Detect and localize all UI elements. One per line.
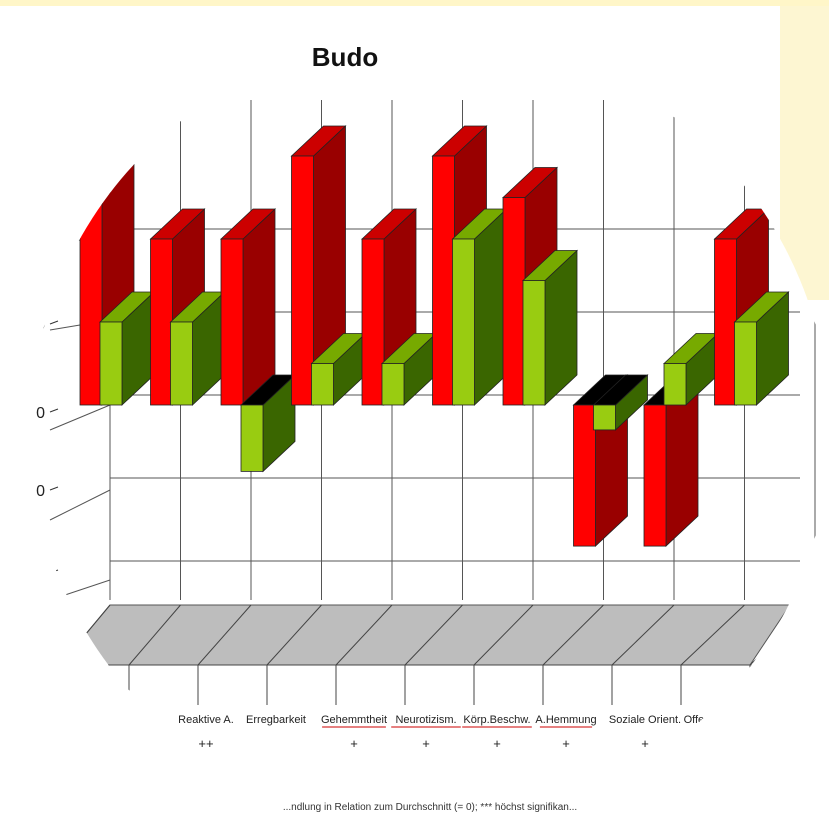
- floor-line: [266, 604, 322, 666]
- bar-green-front: [734, 321, 757, 406]
- bar-green: [733, 291, 790, 406]
- bar-green: [310, 332, 367, 406]
- bar-red-front: [361, 238, 385, 406]
- y-tick-mark: [49, 408, 59, 413]
- significance-mark: +: [350, 736, 358, 751]
- bar-green-side: [474, 208, 507, 406]
- significance-mark: +: [562, 736, 570, 751]
- bar-red-front: [150, 238, 173, 406]
- footnote: ...ndlung in Relation zum Durchschnitt (…: [283, 802, 577, 813]
- bar-green: [239, 374, 297, 473]
- significance-mark: ++: [198, 736, 213, 751]
- floor-line: [542, 604, 604, 666]
- floor-line: [473, 604, 534, 666]
- wall-edge: [49, 489, 111, 521]
- category-label: Erregbarkeit: [246, 714, 306, 726]
- floor-line: [128, 604, 181, 666]
- category-label: Neurotizism.: [395, 714, 456, 726]
- bar-green-front: [452, 238, 475, 406]
- bars: [78, 125, 790, 548]
- bar-green: [98, 291, 156, 406]
- category-label: Gehemmtheit: [321, 714, 387, 726]
- category-label: Soziale Orient.: [609, 714, 681, 726]
- bar-red-front: [502, 197, 526, 406]
- bar-green-front: [663, 363, 687, 406]
- wall-edge: [49, 404, 111, 431]
- bar-green-front: [311, 363, 334, 406]
- category-label: A.Hemmung: [535, 714, 596, 726]
- bg-top-strip: [0, 0, 829, 6]
- floor-line: [197, 604, 252, 666]
- bar-green: [662, 332, 720, 406]
- floor-line: [335, 604, 393, 666]
- bg-yellow-strip: [780, 0, 829, 300]
- chart-title: Budo: [312, 42, 378, 72]
- y-tick-mark: [49, 486, 59, 491]
- floor-plane: [58, 604, 791, 666]
- bar-green-front: [381, 363, 405, 406]
- bar-red-front: [714, 238, 737, 406]
- bar-green: [169, 291, 226, 406]
- significance-mark: +: [493, 736, 501, 751]
- bar-red-front: [432, 155, 455, 406]
- category-label: Körp.Beschw.: [463, 714, 530, 726]
- significance-mark: +: [422, 736, 430, 751]
- floor-line: [680, 604, 745, 666]
- bar-red-front: [220, 238, 244, 406]
- bar-green-front: [593, 404, 616, 431]
- y-tick-mark: [49, 320, 59, 325]
- bar-red: [219, 208, 277, 406]
- bar-green-front: [240, 404, 264, 472]
- bar-green: [592, 374, 649, 431]
- bar-green: [521, 249, 579, 406]
- y-tick-label: 0: [36, 405, 45, 422]
- bar-red-front: [643, 404, 667, 547]
- bar-green-front: [522, 280, 546, 406]
- bar-red: [290, 125, 347, 406]
- floor-line: [611, 604, 675, 666]
- bar-red-front: [573, 404, 596, 547]
- bar-red-front: [291, 155, 314, 406]
- bar-red-side: [242, 208, 276, 406]
- bar-green: [451, 208, 508, 406]
- significance-mark: +: [641, 736, 649, 751]
- bar-green-front: [99, 321, 123, 406]
- bar-green-front: [170, 321, 193, 406]
- floor-line: [404, 604, 463, 666]
- category-label: Reaktive A.: [178, 714, 234, 726]
